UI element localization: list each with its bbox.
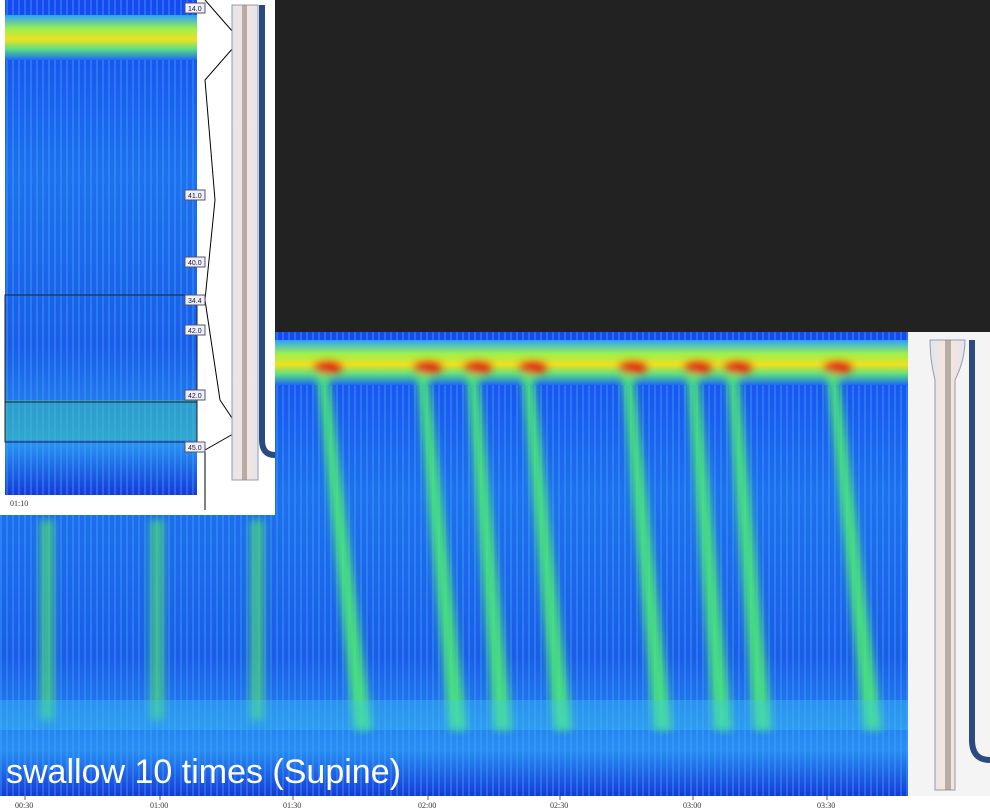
pressure-label: 42.0 xyxy=(188,393,202,400)
pressure-label: 45.0 xyxy=(188,445,202,452)
peak xyxy=(519,362,547,374)
streak xyxy=(40,520,54,720)
peak xyxy=(314,362,342,374)
time-label: 03:30 xyxy=(817,801,835,810)
time-label: 00:30 xyxy=(15,801,33,810)
peak xyxy=(619,362,647,374)
caption: swallow 10 times (Supine) xyxy=(6,753,401,791)
dark-panel xyxy=(270,0,990,332)
pressure-label: 14.0 xyxy=(188,6,202,13)
inset: 14.0 41.0 40.0 34.4 42.0 42.0 45.0 01:10 xyxy=(0,0,275,515)
pressure-label: 34.4 xyxy=(188,298,202,305)
screenshot: 14.0 41.0 40.0 34.4 42.0 42.0 45.0 01:10 swall… xyxy=(0,0,990,811)
time-label: 02:30 xyxy=(550,801,568,810)
time-label: 02:00 xyxy=(418,801,436,810)
upper-sphincter-band xyxy=(270,340,908,385)
pressure-label: 41.0 xyxy=(188,193,202,200)
time-label: 01:30 xyxy=(283,801,301,810)
peak xyxy=(414,362,442,374)
time-axis xyxy=(0,796,908,811)
right-catheter xyxy=(908,332,990,796)
inset-time-label: 01:10 xyxy=(10,499,28,508)
lower-band xyxy=(0,700,908,730)
peak xyxy=(724,362,752,374)
streak xyxy=(150,520,164,720)
streak xyxy=(250,520,264,720)
peak xyxy=(824,362,852,374)
pressure-label: 42.0 xyxy=(188,328,202,335)
peak xyxy=(464,362,492,374)
peak xyxy=(684,362,712,374)
time-label: 03:00 xyxy=(683,801,701,810)
time-label: 01:00 xyxy=(150,801,168,810)
pressure-label: 40.0 xyxy=(188,260,202,267)
